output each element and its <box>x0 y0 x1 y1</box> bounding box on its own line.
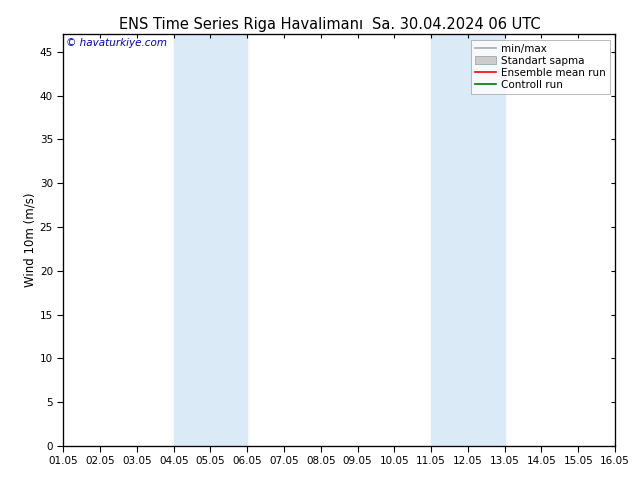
Text: © havaturkiye.com: © havaturkiye.com <box>66 38 167 49</box>
Y-axis label: Wind 10m (m/s): Wind 10m (m/s) <box>24 193 37 287</box>
Legend: min/max, Standart sapma, Ensemble mean run, Controll run: min/max, Standart sapma, Ensemble mean r… <box>470 40 610 94</box>
Bar <box>174 34 247 446</box>
Text: Sa. 30.04.2024 06 UTC: Sa. 30.04.2024 06 UTC <box>372 17 541 32</box>
Bar <box>431 34 505 446</box>
Text: ENS Time Series Riga Havalimanı: ENS Time Series Riga Havalimanı <box>119 17 363 32</box>
